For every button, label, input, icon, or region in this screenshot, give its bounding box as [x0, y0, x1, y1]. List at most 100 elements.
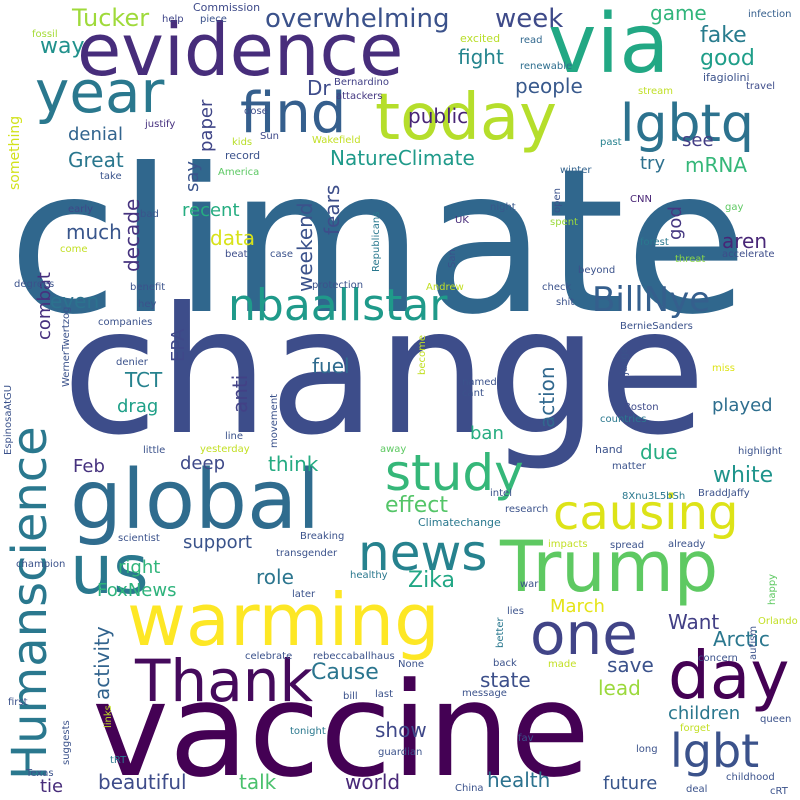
word-travel: travel	[746, 81, 776, 92]
word-trt: tRT	[110, 755, 127, 766]
word-rebecca: rebeccaballhaus	[313, 651, 395, 662]
word-paper: paper	[196, 99, 217, 152]
word-trump: Trump	[500, 526, 719, 608]
word-winter: winter	[560, 165, 592, 176]
word-espinosa: EspinosaAtGU	[3, 384, 14, 455]
word-queen: queen	[760, 714, 792, 725]
word-warming: warming	[127, 578, 440, 662]
word-ifagiolini: ifagiolini	[703, 71, 750, 84]
word-help: help	[162, 14, 184, 25]
word-forget: forget	[680, 723, 710, 734]
word-overwhelming: overwhelming	[265, 4, 450, 34]
word-fake: fake	[700, 23, 747, 48]
word-past: past	[600, 137, 622, 148]
word-suggests: suggests	[61, 720, 72, 765]
word-study: study	[385, 444, 524, 502]
word-republicans: Republicans	[371, 211, 382, 272]
word-drag: drag	[117, 396, 159, 417]
word-later: later	[292, 589, 316, 600]
word-celebrate: celebrate	[245, 651, 293, 662]
word-via: via	[548, 0, 670, 92]
word-miss: miss	[712, 363, 735, 374]
word-support: support	[183, 532, 253, 553]
word-better: better	[495, 617, 506, 648]
word-world: world	[345, 770, 401, 794]
word-wakefield: Wakefield	[312, 135, 361, 146]
word-climatechange: Climatechange	[418, 516, 501, 529]
word-come: come	[60, 244, 88, 255]
word-open: open	[552, 188, 563, 213]
word-infection: infection	[748, 9, 792, 20]
word-cause: Cause	[311, 660, 379, 685]
word-berniesanders: BernieSanders	[620, 321, 693, 332]
word-hand: hand	[595, 443, 623, 456]
word-climate: climate	[8, 126, 748, 359]
word-orlando: Orlando	[758, 616, 798, 627]
word-judge: judge	[619, 347, 630, 375]
word-cnn: CNN	[630, 194, 652, 205]
word-today: today	[375, 81, 557, 155]
word-china: China	[455, 783, 484, 794]
word-game: game	[650, 1, 707, 25]
word-take: take	[100, 171, 122, 182]
word-arctic: Arctic	[713, 627, 770, 651]
word-day: day	[668, 637, 790, 714]
word-record: record	[225, 149, 261, 162]
word-autism: autism	[748, 625, 759, 660]
word-lead: lead	[598, 676, 641, 700]
word-feb: Feb	[73, 456, 105, 477]
word-happy: happy	[767, 573, 778, 605]
word-scientist: scientist	[118, 533, 160, 544]
word-role: role	[256, 565, 294, 589]
word-bill: bill	[343, 691, 358, 702]
word-companies: companies	[98, 317, 153, 328]
word-something: something	[7, 115, 23, 190]
word-good: good	[700, 46, 755, 71]
word-named: named	[462, 377, 497, 388]
word-cant: cant	[462, 388, 484, 399]
word-read: read	[520, 35, 543, 46]
word-bernardino: Bernardino	[334, 77, 389, 88]
word-fears: fears	[320, 184, 344, 235]
word-global: global	[70, 453, 321, 548]
word-vaccine: vaccine	[92, 654, 591, 800]
word-links: links	[103, 705, 114, 728]
word-research: research	[505, 504, 549, 515]
word-forest: forest	[640, 237, 669, 248]
word-texas: Texas	[26, 768, 54, 779]
word-guardian: guardian	[378, 747, 423, 758]
word-effect: effect	[385, 493, 448, 518]
word-weekend: weekend	[293, 202, 317, 292]
word-recent: recent	[182, 200, 240, 221]
word-none: None	[398, 659, 425, 670]
word-last: last	[375, 689, 394, 700]
word-deep: deep	[180, 453, 225, 474]
word-message: message	[462, 688, 507, 699]
word-health: health	[487, 768, 551, 792]
word-people: people	[515, 74, 583, 98]
word-nbaallstar: nbaallstar	[228, 280, 448, 331]
word-fav: fav	[518, 733, 534, 744]
word-decade: decade	[120, 198, 144, 272]
word-beat: beat	[225, 249, 248, 260]
word-billnye: BillNye	[592, 280, 711, 320]
word-public: public	[408, 104, 469, 128]
word-tucker: Tucker	[72, 4, 150, 32]
word-spread: spread	[610, 540, 645, 551]
word-spent: spent	[550, 217, 578, 228]
word-beautiful: beautiful	[98, 770, 187, 794]
word-impacts: impacts	[548, 539, 588, 550]
word-early: early	[68, 204, 94, 215]
word-state: state	[480, 668, 531, 692]
word-made: made	[548, 659, 577, 670]
word-tonight: tonight	[290, 726, 326, 737]
word-epa: EPA	[168, 328, 189, 362]
word-accelerate: accelerate	[722, 249, 775, 260]
word-right: right	[118, 557, 161, 578]
word-denial: denial	[68, 124, 123, 145]
word-boston: Boston	[624, 402, 659, 413]
word-renewable: renewable	[520, 61, 573, 72]
word-say: say	[182, 160, 203, 192]
word-one: one	[530, 600, 638, 668]
